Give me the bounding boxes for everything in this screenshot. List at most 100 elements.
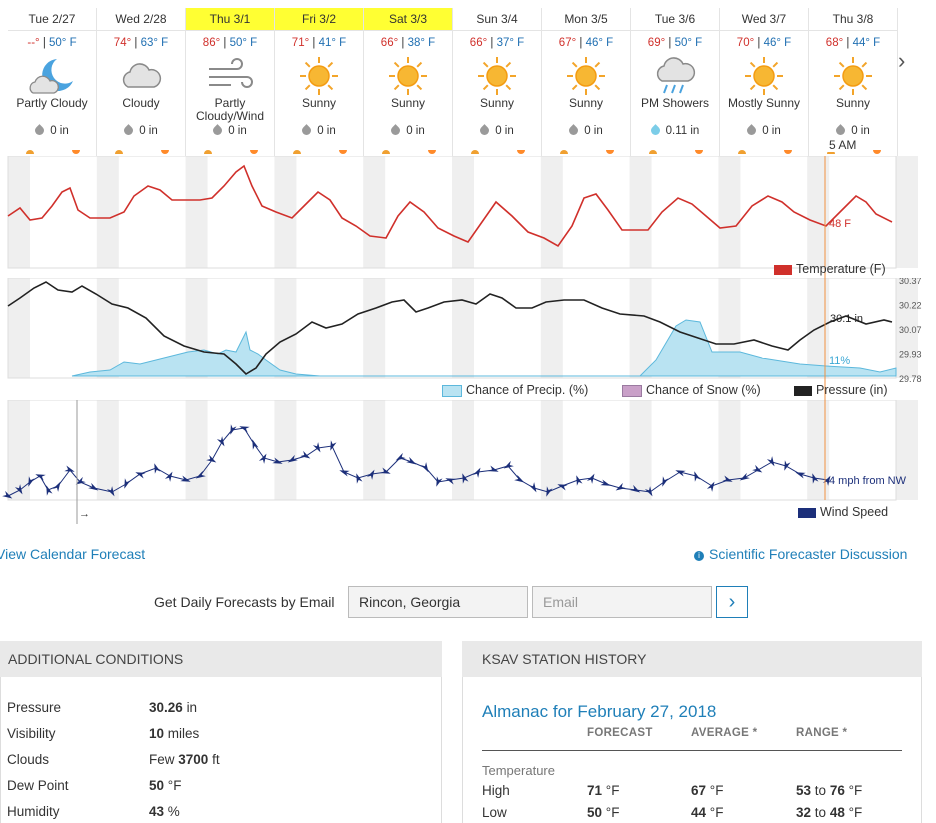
day-condition: Sunny [835, 96, 871, 110]
precip-legend: Chance of Precip. (%) [442, 383, 588, 397]
wind-direction-arrow-icon [436, 476, 443, 487]
wind-direction-arrow-icon [462, 473, 469, 484]
pressure-legend: Pressure (in) [794, 383, 888, 397]
wind-direction-arrow-icon [600, 479, 611, 486]
forecast-day[interactable]: Fri 3/2 71° | 41° F Sunny 0 in [275, 8, 364, 156]
day-name: Wed 3/7 [720, 8, 808, 31]
day-precip: 0 in [720, 124, 808, 138]
forecast-day[interactable]: Mon 3/5 67° | 46° F Sunny 0 in [542, 8, 631, 156]
condition-row: Clouds Few 3700 ft [7, 752, 427, 767]
wind-direction-arrow-icon [154, 463, 161, 474]
wind-direction-arrow-icon [739, 472, 750, 481]
wind-direction-arrow-icon [472, 467, 481, 478]
forecast-day[interactable]: Wed 2/28 74° | 63° F Cloudy 0 in [97, 8, 186, 156]
wind-direction-arrow-icon [766, 456, 775, 467]
day-name: Thu 3/1 [186, 8, 274, 31]
raindrop-icon [834, 124, 848, 138]
station-history-panel [462, 677, 922, 823]
wind-direction-arrow-icon [445, 478, 456, 485]
almanac-forecast: 71 °F [587, 783, 620, 798]
forecast-day[interactable]: Sat 3/3 66° | 38° F Sunny 0 in [364, 8, 453, 156]
sunset-icon [161, 150, 169, 154]
day-temps: 66° | 37° F [469, 37, 525, 49]
wind-direction-arrow-icon [230, 424, 237, 435]
condition-value: Few 3700 ft [149, 752, 220, 767]
sunrise-icon [382, 150, 390, 154]
current-precip-label: 11% [829, 355, 850, 367]
almanac-section-label: Temperature [482, 763, 555, 778]
day-low: 37° F [496, 37, 525, 49]
snow-swatch-icon [622, 384, 642, 397]
condition-value: 10 miles [149, 726, 200, 741]
almanac-title[interactable]: Almanac for February 27, 2018 [482, 702, 717, 721]
temperature-swatch-icon [774, 264, 792, 275]
condition-label: Clouds [7, 752, 50, 767]
wind-direction-arrow-icon [124, 478, 131, 489]
almanac-range: 53 to 76 °F [796, 783, 863, 798]
wind-direction-arrow-icon [488, 465, 499, 472]
raindrop-icon [567, 124, 581, 138]
forecaster-discussion-link[interactable]: i Scientific Forecaster Discussion [694, 546, 907, 562]
wind-icon [205, 55, 255, 97]
almanac-row: Low 50 °F 44 °F 32 to 48 °F [482, 805, 902, 820]
forecast-day-strip: Tue 2/27 --° | 50° F Partly Cloudy 0 in Wed … [8, 8, 898, 156]
day-high: 86° [202, 37, 221, 49]
day-name: Sun 3/4 [453, 8, 541, 31]
day-name: Sat 3/3 [364, 8, 452, 31]
wind-direction-arrow-icon [694, 471, 701, 482]
day-temps: 86° | 50° F [202, 37, 258, 49]
forecast-day[interactable]: Tue 3/6 69° | 50° F PM Showers 0.11 in [631, 8, 720, 156]
condition-row: Pressure 30.26 in [7, 700, 427, 715]
wind-direction-arrow-icon [330, 440, 337, 451]
pressure-axis-tick: 29.78 [899, 374, 922, 384]
submit-email-button[interactable]: › [716, 586, 748, 618]
next-days-chevron-icon[interactable]: › [898, 48, 906, 73]
pressure-axis-tick: 30.07 [899, 325, 922, 335]
day-low: 50° F [49, 37, 77, 49]
wind-direction-arrow-icon [822, 475, 831, 486]
sunset-icon [873, 150, 881, 154]
raindrop-icon [122, 124, 136, 138]
wind-direction-arrow-icon [795, 472, 806, 479]
wind-direction-arrow-icon [252, 439, 259, 450]
wind-direction-arrow-icon [615, 482, 626, 491]
wind-direction-arrow-icon [135, 472, 146, 479]
forecast-day[interactable]: Thu 3/8 68° | 44° F Sunny 0 in [809, 8, 898, 156]
wind-chart: → 4 mph from NW [2, 400, 918, 524]
forecast-day[interactable]: Wed 3/7 70° | 46° F Mostly Sunny 0 in [720, 8, 809, 156]
condition-label: Visibility [7, 726, 56, 741]
day-name: Tue 3/6 [631, 8, 719, 31]
condition-value: 50 °F [149, 778, 182, 793]
current-temp-label: 48 F [829, 218, 851, 230]
sunrise-icon [293, 150, 301, 154]
wind-direction-arrow-icon [88, 482, 99, 491]
sunset-icon [250, 150, 258, 154]
day-condition: Sunny [568, 96, 604, 110]
wind-direction-arrow-icon [206, 454, 217, 463]
forecast-day[interactable]: Thu 3/1 86° | 50° F Partly Cloudy/Wind 0 in [186, 8, 275, 156]
email-field[interactable]: Email [532, 586, 712, 618]
wind-direction-arrow-icon [46, 485, 53, 496]
day-condition: Sunny [479, 96, 515, 110]
day-condition: Partly Cloudy/Wind [195, 96, 265, 123]
email-forecast-label: Get Daily Forecasts by Email [154, 594, 335, 610]
day-low: 46° F [763, 37, 792, 49]
pressure-swatch-icon [794, 385, 812, 396]
forecast-day[interactable]: Tue 2/27 --° | 50° F Partly Cloudy 0 in [8, 8, 97, 156]
forecast-day[interactable]: Sun 3/4 66° | 37° F Sunny 0 in [453, 8, 542, 156]
day-precip: 0 in [97, 124, 185, 138]
day-high: 67° [558, 37, 577, 49]
view-calendar-forecast-link[interactable]: View Calendar Forecast [0, 546, 146, 562]
wind-direction-arrow-icon [514, 474, 525, 483]
condition-row: Humidity 43 % [7, 804, 427, 819]
pressure-axis-tick: 29.93 [899, 350, 922, 360]
raindrop-icon [33, 124, 47, 138]
chevron-right-icon: › [728, 591, 736, 613]
day-high: 71° [291, 37, 310, 49]
day-temps: 68° | 44° F [825, 37, 881, 49]
location-field[interactable]: Rincon, Georgia [348, 586, 528, 618]
wind-direction-arrow-icon [339, 470, 350, 477]
wind-direction-arrow-icon [395, 452, 406, 461]
condition-label: Dew Point [7, 778, 69, 793]
pressure-axis-tick: 30.22 [899, 301, 922, 311]
